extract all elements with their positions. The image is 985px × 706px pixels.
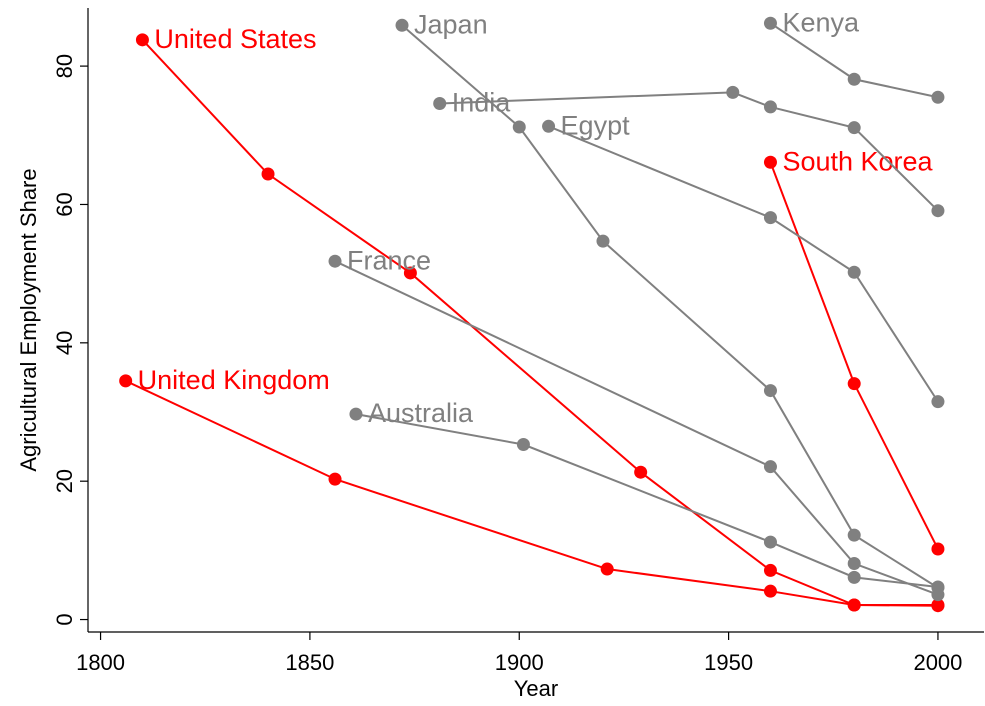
point <box>433 96 447 110</box>
series-label: Egypt <box>561 110 631 140</box>
point <box>512 120 526 134</box>
point <box>931 599 945 613</box>
point <box>847 265 861 279</box>
point <box>763 584 777 598</box>
x-tick-label: 1850 <box>285 650 334 675</box>
point <box>403 266 417 280</box>
point <box>763 460 777 474</box>
series-label: Australia <box>368 398 474 428</box>
point <box>763 563 777 577</box>
x-axis-label: Year <box>514 676 558 701</box>
point <box>542 119 556 133</box>
point <box>847 557 861 571</box>
y-axis-label: Agricultural Employment Share <box>16 168 41 471</box>
point <box>847 121 861 135</box>
series-line <box>125 379 938 607</box>
series-line <box>401 24 939 589</box>
y-tick-label: 0 <box>52 613 77 625</box>
point <box>931 580 945 594</box>
point <box>763 16 777 30</box>
point <box>328 254 342 268</box>
point <box>931 395 945 409</box>
point <box>596 234 610 248</box>
point <box>395 18 409 32</box>
y-tick-label: 20 <box>52 469 77 493</box>
point <box>763 211 777 225</box>
y-tick-label: 60 <box>52 192 77 216</box>
point <box>135 33 149 47</box>
series-label: India <box>452 88 512 118</box>
point <box>847 598 861 612</box>
point <box>931 204 945 218</box>
point <box>119 374 133 388</box>
point <box>763 155 777 169</box>
point <box>261 167 275 181</box>
point <box>931 542 945 556</box>
point <box>847 570 861 584</box>
series-label: United Kingdom <box>138 365 330 395</box>
y-tick-label: 80 <box>52 54 77 78</box>
y-tick-label: 40 <box>52 331 77 355</box>
series-label: Japan <box>414 9 488 39</box>
point <box>349 407 363 421</box>
point <box>847 72 861 86</box>
series-label: United States <box>154 24 316 54</box>
point <box>847 377 861 391</box>
x-tick-label: 1900 <box>495 650 544 675</box>
x-tick-label: 1950 <box>704 650 753 675</box>
series-line <box>334 260 939 596</box>
series-label: Kenya <box>782 7 860 37</box>
point <box>516 438 530 452</box>
series-label: South Korea <box>782 146 933 176</box>
point <box>726 85 740 99</box>
point <box>763 384 777 398</box>
point <box>763 535 777 549</box>
point <box>763 100 777 114</box>
point <box>931 90 945 104</box>
point <box>600 562 614 576</box>
point <box>328 472 342 486</box>
point <box>634 465 648 479</box>
series-label: France <box>347 245 431 275</box>
point <box>847 528 861 542</box>
series-line <box>548 125 939 403</box>
x-tick-label: 1800 <box>76 650 125 675</box>
x-tick-label: 2000 <box>913 650 962 675</box>
